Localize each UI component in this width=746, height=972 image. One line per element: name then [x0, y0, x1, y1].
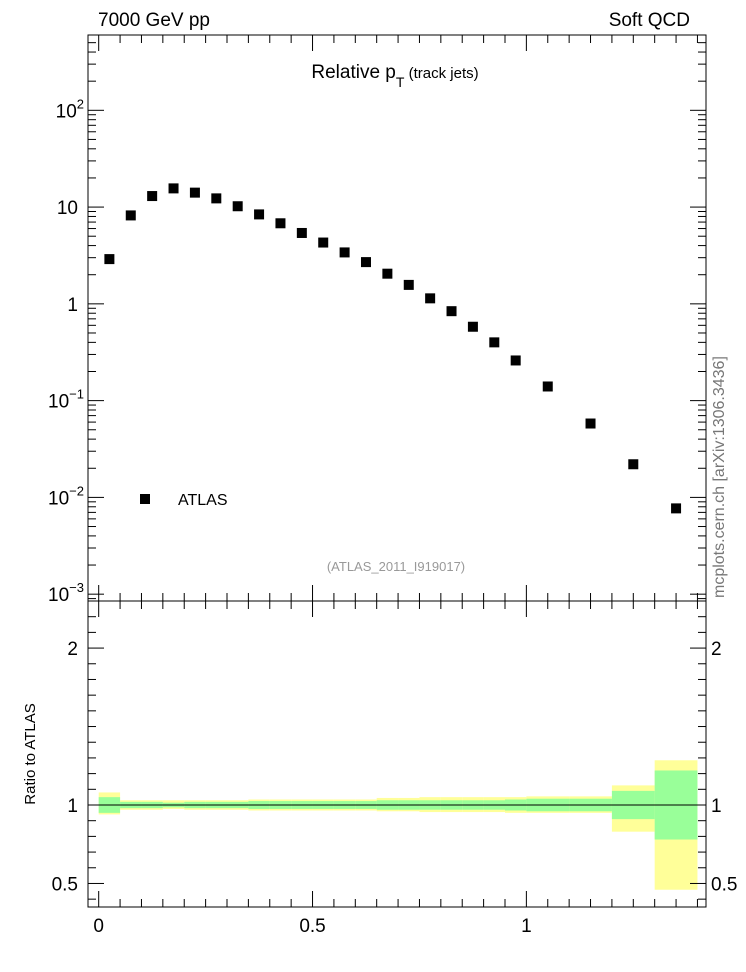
atlas-data-point: [275, 218, 286, 229]
ratio-uncertainty-bands: [98, 760, 698, 890]
atlas-data-point: [189, 187, 200, 198]
atlas-data-point: [339, 247, 350, 258]
atlas-data-point: [446, 306, 457, 317]
atlas-data-point: [671, 503, 682, 514]
main-y-tick-label: 10−3: [48, 580, 84, 606]
atlas-data-point: [585, 418, 596, 429]
source-reference-label: mcplots.cern.ch [arXiv:1306.3436]: [711, 356, 728, 598]
atlas-data-point: [125, 210, 136, 221]
ratio-y-tick-labels-right: 0.5 1 2: [711, 639, 737, 895]
title-suffix: (track jets): [404, 65, 478, 82]
main-plot-frame: [87, 34, 707, 602]
legend-label-atlas: ATLAS: [178, 492, 228, 509]
collision-energy-label: 7000 GeV pp: [98, 10, 210, 31]
atlas-data-point: [489, 337, 500, 348]
atlas-data-point: [254, 209, 265, 220]
atlas-data-point: [211, 193, 222, 204]
main-y-tick-label: 10: [57, 198, 78, 219]
process-category-label: Soft QCD: [609, 10, 690, 31]
ratio-y-tick-labels-left: 0.5 1 2: [52, 639, 78, 895]
ratio-axis-ticks: [88, 601, 706, 907]
atlas-data-point: [104, 254, 115, 265]
x-tick-label: 0: [93, 916, 104, 937]
main-y-tick-label: 10−2: [48, 483, 84, 509]
ratio-y-tick-label-right: 0.5: [711, 874, 737, 895]
atlas-data-point: [425, 293, 436, 304]
atlas-data-point: [382, 268, 393, 279]
x-tick-labels: 0 0.5 1: [93, 916, 531, 937]
title-main-text: Relative p: [311, 62, 396, 83]
ratio-panel: 0.512 0.512 0 0.5 1 Ratio to ATLAS: [22, 600, 737, 937]
atlas-data-point: [147, 191, 158, 202]
main-y-tick-label: 102: [56, 96, 84, 122]
main-panel: 102 10 1 10−1 10−2 10−3 Relative pT (track je…: [48, 34, 707, 606]
ratio-y-tick-label-left: 2: [67, 639, 78, 660]
atlas-data-point: [628, 459, 639, 470]
atlas-data-point: [232, 201, 243, 212]
ratio-y-tick-label-left: 0.5: [52, 874, 78, 895]
ratio-y-tick-label-left: 1: [67, 796, 78, 817]
atlas-data-point: [360, 257, 371, 268]
ratio-y-axis-label: Ratio to ATLAS: [22, 703, 39, 804]
atlas-data-point: [168, 183, 179, 194]
legend-marker-atlas: [140, 494, 150, 504]
atlas-data-point: [467, 321, 478, 332]
main-axis-ticks: [88, 34, 706, 601]
atlas-data-point: [510, 355, 521, 366]
atlas-data-point: [403, 279, 414, 290]
atlas-data-points: [104, 183, 682, 514]
ratio-plot-frame: [87, 600, 707, 908]
main-y-tick-label: 1: [67, 295, 78, 316]
atlas-data-point: [542, 381, 553, 392]
main-plot-title: Relative pT (track jets): [311, 62, 478, 90]
main-y-tick-label: 10−1: [48, 387, 84, 413]
x-tick-label: 1: [521, 916, 532, 937]
ratio-y-tick-label-right: 2: [711, 639, 722, 660]
analysis-watermark: (ATLAS_2011_I919017): [327, 559, 465, 574]
ratio-y-tick-label-right: 1: [711, 796, 722, 817]
x-tick-label: 0.5: [299, 916, 325, 937]
atlas-data-point: [318, 237, 329, 248]
main-y-tick-labels: 102 10 1 10−1 10−2 10−3: [48, 96, 84, 606]
title-subscript: T: [396, 74, 405, 90]
atlas-data-point: [296, 227, 307, 238]
